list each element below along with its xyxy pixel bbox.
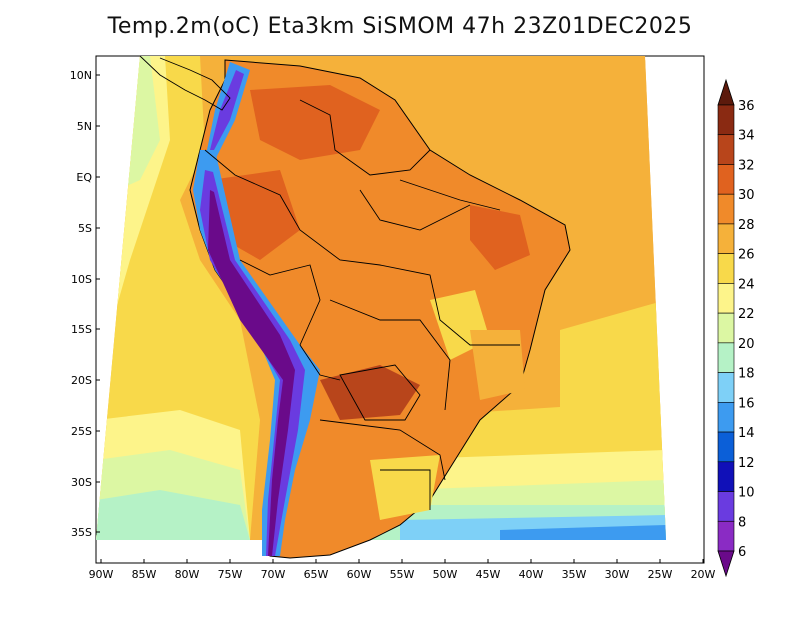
lat-label-30s: 30S: [71, 476, 92, 489]
lon-label-65w: 65W: [304, 568, 329, 581]
lat-label-eq: EQ: [76, 171, 92, 184]
colorbar-label: 16: [738, 396, 755, 411]
lat-label-5s: 5S: [78, 222, 92, 235]
lon-label-90w: 90W: [89, 568, 114, 581]
colorbar-label: 22: [738, 307, 755, 322]
lon-label-55w: 55W: [390, 568, 415, 581]
colorbar-bin: [717, 342, 735, 373]
colorbar-bin: [717, 520, 735, 552]
colorbar-label: 14: [738, 426, 755, 441]
colorbar-bin: [717, 312, 735, 344]
lat-labels: 10N 5N EQ 5S 10S 15S 20S 25S 30S 35S: [70, 69, 93, 539]
colorbar-bin: [717, 104, 735, 136]
lat-label-5n: 5N: [77, 120, 92, 133]
colorbar-bin: [717, 253, 735, 284]
south-america-land: [189, 59, 571, 559]
lon-label-35w: 35W: [562, 568, 587, 581]
lon-label-60w: 60W: [347, 568, 372, 581]
lat-label-10n: 10N: [70, 69, 92, 82]
map-title: Temp.2m(oC) Eta3km SiSMOM 47h 23Z01DEC20…: [107, 14, 693, 39]
central-america: [139, 55, 231, 111]
country-borders: [204, 99, 520, 510]
colorbar-bin: [717, 223, 735, 254]
colorbar: 6 8 10 12 14 16 18 20 22 24 26 28 30 32 34 36: [717, 78, 755, 578]
lon-label-30w: 30W: [605, 568, 630, 581]
lon-label-20w: 20W: [691, 568, 716, 581]
colorbar-bin: [717, 372, 735, 403]
colorbar-label: 24: [738, 277, 755, 292]
colorbar-max-arrow: [717, 78, 735, 106]
lon-ticks: [100, 559, 704, 563]
colorbar-label: 10: [738, 486, 755, 501]
lon-label-70w: 70W: [261, 568, 286, 581]
lat-label-10s: 10S: [71, 273, 92, 286]
colorbar-bin: [717, 283, 735, 314]
lat-ticks: [96, 74, 100, 533]
colorbar-label: 26: [738, 248, 755, 263]
colorbar-label: 20: [738, 337, 755, 352]
colorbar-label: 36: [738, 99, 755, 114]
colorbar-label: 28: [738, 218, 755, 233]
colorbar-bin: [717, 164, 735, 195]
colorbar-label: 18: [738, 367, 755, 382]
colorbar-label: 6: [738, 545, 746, 560]
lat-label-15s: 15S: [71, 323, 92, 336]
lon-label-85w: 85W: [132, 568, 157, 581]
colorbar-min-arrow: [717, 550, 735, 578]
colorbar-label: 30: [738, 188, 755, 203]
colorbar-label: 32: [738, 158, 755, 173]
colorbar-bin: [717, 193, 735, 225]
lat-label-25s: 25S: [71, 425, 92, 438]
lat-label-20s: 20S: [71, 374, 92, 387]
lon-label-40w: 40W: [519, 568, 544, 581]
lon-label-75w: 75W: [218, 568, 243, 581]
colorbar-bin: [717, 431, 735, 463]
colorbar-bin: [717, 134, 735, 165]
lon-label-50w: 50W: [433, 568, 458, 581]
lon-label-45w: 45W: [476, 568, 501, 581]
colorbar-bin: [717, 491, 735, 522]
colorbar-label: 8: [738, 515, 746, 530]
colorbar-bin: [717, 461, 735, 492]
lat-label-35s: 35S: [71, 526, 92, 539]
lon-label-80w: 80W: [175, 568, 200, 581]
lon-labels: 90W 85W 80W 75W 70W 65W 60W 55W 50W 45W …: [89, 568, 716, 581]
lon-label-25w: 25W: [648, 568, 673, 581]
colorbar-label: 34: [738, 129, 755, 144]
colorbar-label: 12: [738, 456, 755, 471]
colorbar-bin: [717, 402, 735, 433]
